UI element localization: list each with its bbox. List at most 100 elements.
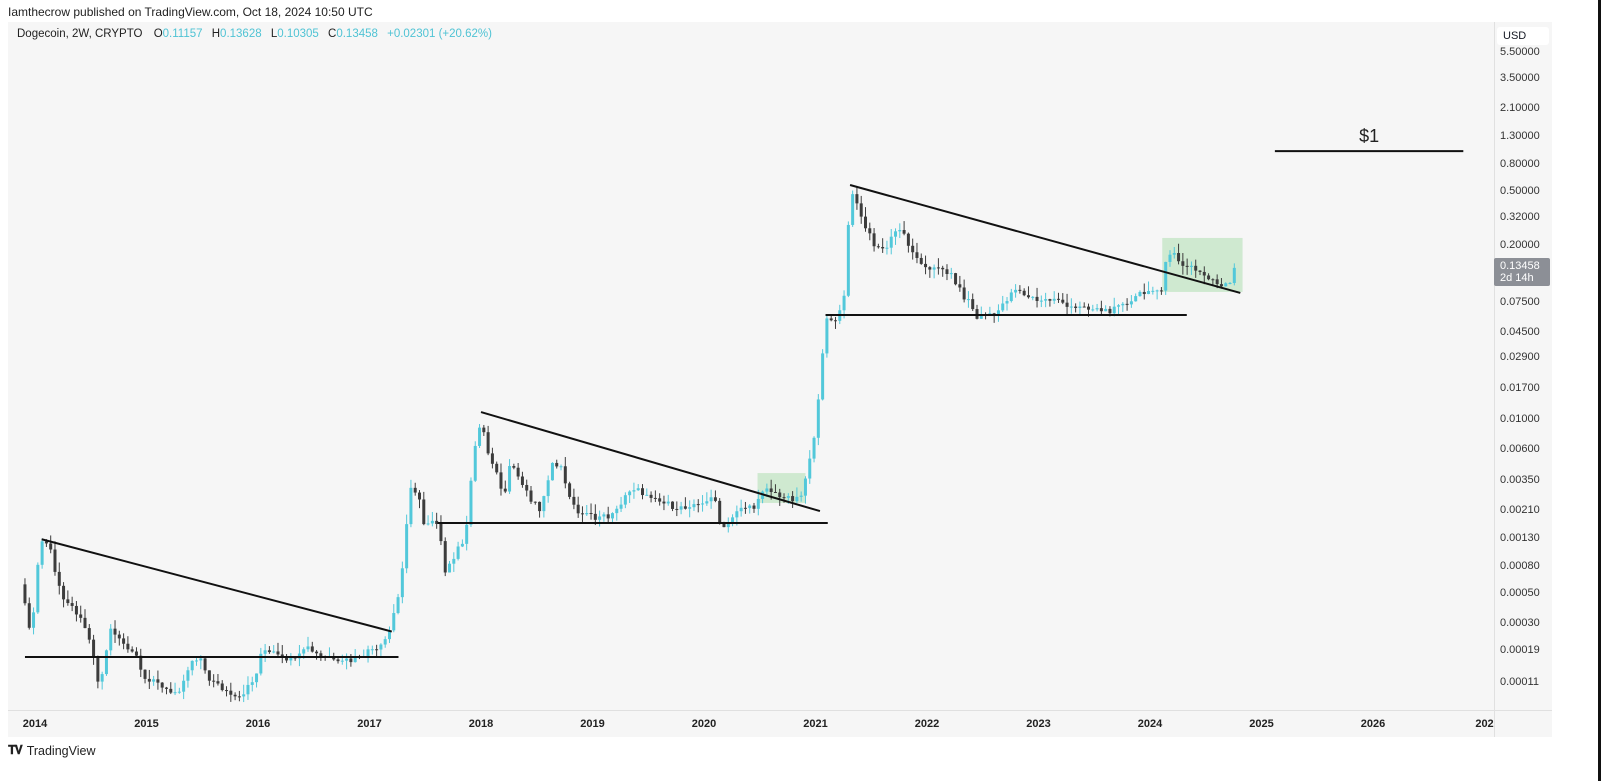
candle (958, 284, 962, 288)
candle (941, 267, 945, 270)
currency-button[interactable]: USD (1497, 27, 1549, 45)
candle (701, 503, 705, 505)
candle (370, 649, 374, 651)
candle (550, 462, 554, 481)
candle (49, 543, 53, 550)
candle (709, 497, 713, 502)
candle (636, 488, 640, 491)
candle (756, 498, 760, 509)
candle (872, 233, 876, 247)
candle (490, 453, 494, 464)
price-tick-label: 0.80000 (1500, 158, 1540, 171)
time-tick-label: 2024 (1137, 718, 1163, 730)
open-value: 0.11157 (162, 28, 203, 40)
candle (405, 524, 409, 569)
candle (486, 432, 490, 454)
candle (134, 651, 138, 656)
price-tick-label: 0.00130 (1500, 531, 1540, 544)
candle (876, 246, 880, 248)
drawn-lines (24, 150, 1464, 658)
candle (473, 445, 477, 481)
candle (765, 488, 769, 492)
candle (319, 653, 323, 657)
candle (615, 508, 619, 514)
price-axis[interactable] (1494, 22, 1553, 737)
candle (182, 680, 186, 692)
candle (889, 236, 893, 248)
candle (949, 273, 953, 275)
candle (924, 263, 928, 268)
candle (302, 649, 306, 654)
candle (396, 597, 400, 614)
candle (1052, 298, 1056, 301)
candle (1087, 306, 1091, 310)
candle (816, 399, 820, 438)
candle (692, 504, 696, 508)
low-label: L (270, 28, 278, 40)
candle (263, 650, 267, 654)
price-tick-label: 0.00350 (1500, 474, 1540, 487)
price-tick-label: 0.00080 (1500, 560, 1540, 573)
candle (32, 612, 36, 628)
candle (585, 513, 589, 515)
time-tick-label: 2015 (134, 718, 159, 730)
candle (1048, 299, 1052, 301)
candle (426, 523, 430, 525)
dollar-target-label: $1 (1359, 126, 1380, 147)
candle (418, 492, 422, 500)
candle (833, 320, 837, 322)
candle (40, 541, 44, 565)
candle (812, 437, 816, 459)
candle (726, 523, 730, 528)
candle (203, 658, 207, 671)
candle (555, 462, 559, 467)
candle (315, 651, 319, 654)
candle (336, 659, 340, 662)
candle (27, 603, 31, 628)
candle (1159, 290, 1163, 292)
candle (1022, 290, 1026, 296)
candle (96, 656, 100, 682)
time-tick-label: 2017 (357, 718, 382, 730)
price-tick-label: 1.30000 (1500, 129, 1540, 142)
candle (649, 494, 653, 498)
candle (1194, 265, 1198, 271)
candle (122, 638, 126, 644)
candle (795, 496, 799, 502)
candle (1177, 253, 1181, 262)
candle (66, 599, 70, 604)
tradingview-logo[interactable]: 𝐓𝐕 TradingView (8, 743, 95, 758)
candle (1061, 299, 1065, 303)
candle (598, 516, 602, 520)
candle (868, 228, 872, 234)
candle (1095, 308, 1099, 310)
candle (460, 543, 464, 547)
candle (713, 497, 717, 501)
candle (1112, 306, 1116, 314)
candle (246, 684, 250, 695)
candle (1035, 296, 1039, 301)
time-tick-label: 2022 (914, 718, 940, 730)
price-tick-label: 0.04500 (1500, 325, 1540, 338)
price-tick-label: 0.00030 (1500, 617, 1540, 630)
candle (87, 628, 91, 640)
candle (152, 679, 156, 682)
candle (104, 650, 108, 675)
candle (117, 634, 121, 639)
price-tick-label: 0.00011 (1500, 675, 1539, 688)
candle (662, 501, 666, 504)
time-tick-label: 2026 (1360, 718, 1386, 730)
price-tick-label: 3.50000 (1500, 72, 1540, 85)
candle (718, 500, 722, 524)
candles (23, 186, 1236, 703)
candle (606, 514, 610, 519)
price-tick-label: 0.00050 (1500, 587, 1540, 600)
candle (1142, 291, 1146, 295)
price-tick-label: 0.00600 (1500, 442, 1540, 455)
chart-panel[interactable] (8, 22, 1552, 737)
candle (469, 480, 473, 525)
candle (881, 246, 885, 249)
candle (1009, 292, 1013, 302)
candle (842, 295, 846, 311)
